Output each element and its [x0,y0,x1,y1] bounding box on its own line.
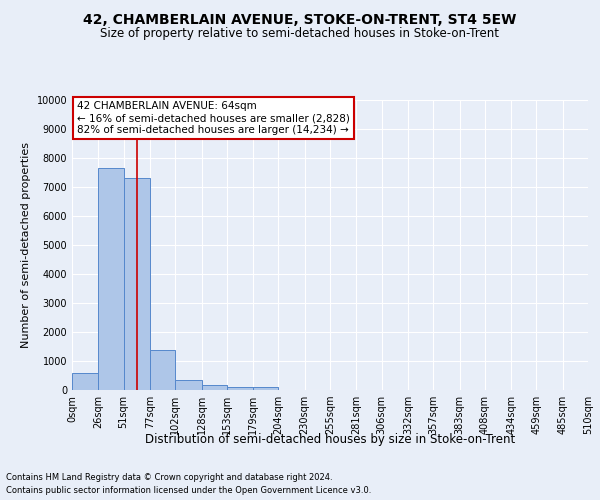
Bar [202,385,227,390]
Text: Size of property relative to semi-detached houses in Stoke-on-Trent: Size of property relative to semi-detach… [101,28,499,40]
Y-axis label: Number of semi-detached properties: Number of semi-detached properties [21,142,31,348]
Text: 42, CHAMBERLAIN AVENUE, STOKE-ON-TRENT, ST4 5EW: 42, CHAMBERLAIN AVENUE, STOKE-ON-TRENT, … [83,12,517,26]
Text: Contains HM Land Registry data © Crown copyright and database right 2024.: Contains HM Land Registry data © Crown c… [6,472,332,482]
Bar [227,386,253,390]
Bar [175,380,202,390]
Text: 42 CHAMBERLAIN AVENUE: 64sqm
← 16% of semi-detached houses are smaller (2,828)
8: 42 CHAMBERLAIN AVENUE: 64sqm ← 16% of se… [77,102,350,134]
Bar [98,168,124,390]
Bar [253,388,278,390]
Text: Contains public sector information licensed under the Open Government Licence v3: Contains public sector information licen… [6,486,371,495]
Bar [150,350,175,390]
Bar [72,372,98,390]
Bar [124,178,150,390]
Text: Distribution of semi-detached houses by size in Stoke-on-Trent: Distribution of semi-detached houses by … [145,432,515,446]
